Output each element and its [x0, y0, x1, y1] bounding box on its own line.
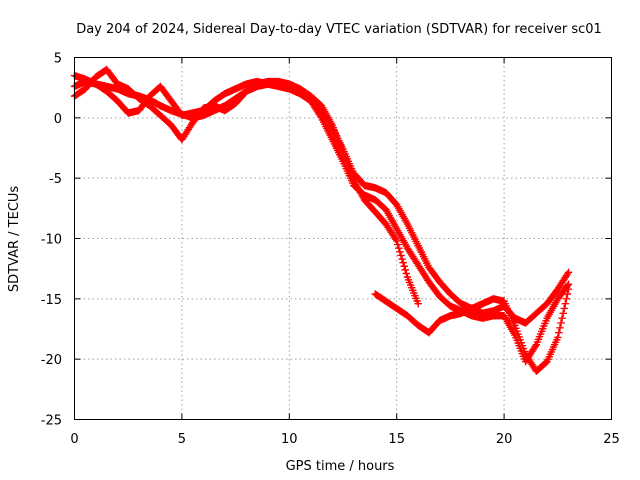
data-point [341, 153, 349, 162]
data-point [515, 333, 523, 341]
data-point [554, 333, 562, 342]
y-tick-label: -5 [49, 172, 62, 187]
data-point [344, 162, 353, 170]
x-tick-label: 0 [70, 432, 78, 447]
data-point [558, 314, 566, 322]
data-point [518, 341, 527, 350]
x-axis-label: GPS time / hours [286, 459, 395, 474]
data-point [556, 324, 564, 332]
data-point [343, 159, 351, 167]
data-point [396, 248, 404, 256]
y-tick-label: -20 [41, 353, 62, 368]
series-track-c [70, 65, 422, 308]
data-point [393, 237, 401, 245]
data-point [555, 328, 563, 337]
data-point [557, 319, 565, 327]
data-point [520, 347, 529, 356]
y-tick-label: -25 [41, 414, 62, 429]
y-tick-label: -10 [41, 233, 62, 248]
data-point [516, 336, 524, 344]
y-tick-label: 0 [54, 112, 62, 127]
data-point [397, 251, 405, 260]
data-point [514, 330, 522, 338]
data-point [398, 255, 406, 263]
data-point [564, 268, 573, 276]
series-track-b [70, 77, 573, 366]
x-tick-label: 5 [178, 432, 186, 447]
data-point [394, 240, 402, 249]
y-tick-label: -15 [41, 293, 62, 308]
x-tick-label: 15 [388, 432, 405, 447]
chart-title: Day 204 of 2024, Sidereal Day-to-day VTE… [76, 22, 602, 37]
data-point [562, 295, 571, 303]
axis-ticks: 0 5 10 15 20 25 -25 -20 -15 -10 -5 0 5 [41, 52, 620, 448]
data-point [340, 150, 348, 159]
data-point [400, 262, 408, 270]
data-point [517, 339, 525, 347]
data-point [347, 171, 356, 179]
data-point [561, 299, 570, 308]
y-axis-label: SDTVAR / TECUs [7, 186, 22, 293]
data-point [563, 290, 572, 298]
data-point [399, 258, 407, 267]
data-point [345, 165, 354, 173]
data-point [513, 327, 521, 335]
data-point [564, 285, 573, 293]
data-points [70, 65, 573, 375]
data-point [402, 269, 411, 278]
data-point [560, 304, 568, 313]
series-track-a [70, 71, 573, 327]
data-point [348, 173, 357, 182]
y-tick-label: 5 [54, 52, 62, 67]
data-point [395, 244, 403, 252]
x-tick-label: 20 [496, 432, 513, 447]
x-tick-label: 10 [281, 432, 298, 447]
data-point [519, 344, 528, 353]
data-point [342, 156, 350, 165]
data-point [511, 321, 519, 330]
data-point [346, 168, 355, 176]
data-point [339, 147, 347, 156]
data-point [559, 309, 567, 318]
data-point [512, 324, 520, 332]
x-tick-label: 25 [603, 432, 620, 447]
data-point [414, 299, 422, 308]
series-track-d [371, 285, 573, 375]
data-point [401, 266, 409, 274]
